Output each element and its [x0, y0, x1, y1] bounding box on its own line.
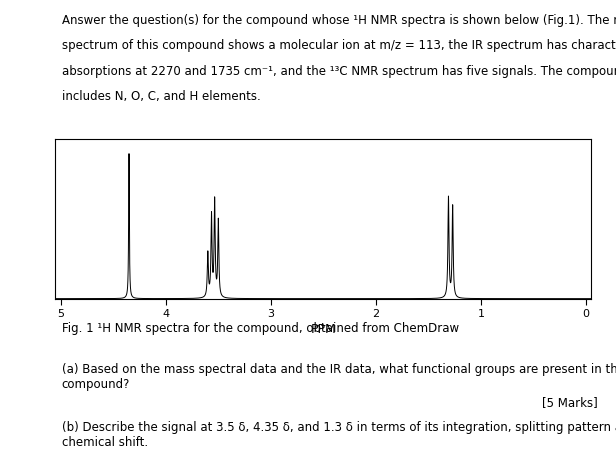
Text: (b) Describe the signal at 3.5 δ, 4.35 δ, and 1.3 δ in terms of its integration,: (b) Describe the signal at 3.5 δ, 4.35 δ…: [62, 421, 616, 449]
Text: spectrum of this compound shows a molecular ion at m/z = 113, the IR spectrum ha: spectrum of this compound shows a molecu…: [62, 39, 616, 52]
Text: Fig. 1 ¹H NMR spectra for the compound, obtained from ChemDraw: Fig. 1 ¹H NMR spectra for the compound, …: [62, 322, 459, 335]
Text: includes N, O, C, and H elements.: includes N, O, C, and H elements.: [62, 90, 261, 103]
Text: (a) Based on the mass spectral data and the IR data, what functional groups are : (a) Based on the mass spectral data and …: [62, 363, 616, 391]
X-axis label: PPM: PPM: [310, 323, 336, 336]
Text: absorptions at 2270 and 1735 cm⁻¹, and the ¹³C NMR spectrum has five signals. Th: absorptions at 2270 and 1735 cm⁻¹, and t…: [62, 65, 616, 78]
Text: [5 Marks]: [5 Marks]: [541, 396, 598, 409]
Text: Answer the question(s) for the compound whose ¹H NMR spectra is shown below (Fig: Answer the question(s) for the compound …: [62, 14, 616, 27]
